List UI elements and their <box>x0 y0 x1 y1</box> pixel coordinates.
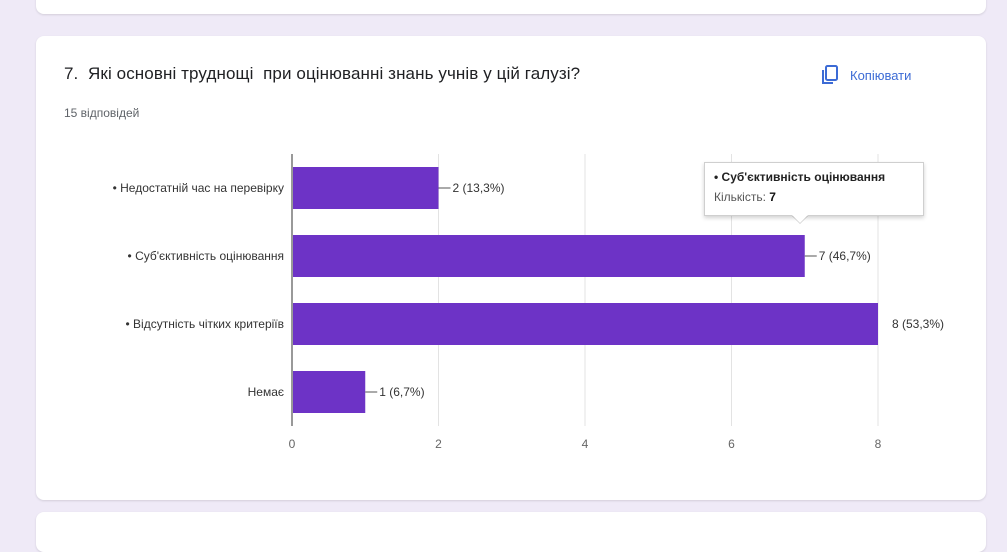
bar <box>293 303 878 345</box>
bar-value-label: 7 (46,7%) <box>819 249 871 263</box>
previous-question-card <box>36 0 986 14</box>
question-title: 7. Які основні труднощі при оцінюванні з… <box>64 64 581 83</box>
bar <box>293 371 366 413</box>
x-tick-label: 2 <box>435 437 442 451</box>
copy-label: Копіювати <box>850 67 912 83</box>
tooltip-count-label: Кількість: <box>714 190 766 204</box>
bar <box>293 167 439 209</box>
copy-button[interactable]: Копіювати <box>820 60 911 90</box>
category-label: • Суб'єктивність оцінювання <box>128 249 284 263</box>
tooltip-category: • Суб'єктивність оцінювання <box>714 170 886 184</box>
category-label: Немає <box>248 385 284 399</box>
bar-tooltip: • Суб'єктивність оцінювання Кількість: 7 <box>704 162 924 216</box>
x-tick-label: 6 <box>728 437 735 451</box>
response-count: 15 відповідей <box>64 106 140 120</box>
bar-value-label: 8 (53,3%) <box>892 317 944 331</box>
x-tick-label: 8 <box>875 437 882 451</box>
bar <box>293 235 805 277</box>
x-tick-label: 4 <box>582 437 589 451</box>
tooltip-count: Кількість: 7 <box>714 190 914 204</box>
x-tick-label: 0 <box>289 437 296 451</box>
tooltip-arrow <box>792 215 808 223</box>
bar-value-label: 2 (13,3%) <box>453 181 505 195</box>
category-label: • Відсутність чітких критеріїв <box>126 317 285 331</box>
question-summary-card: 7. Які основні труднощі при оцінюванні з… <box>36 36 986 500</box>
bar-value-label: 1 (6,7%) <box>379 385 424 399</box>
category-label: • Недостатній час на перевірку <box>113 181 284 195</box>
tooltip-count-value: 7 <box>769 190 776 204</box>
bar-chart: 0 2 4 6 8 • Недостатній час на перевірку 2 (13… <box>113 154 944 451</box>
copy-icon <box>820 64 840 86</box>
next-question-card <box>36 512 986 552</box>
